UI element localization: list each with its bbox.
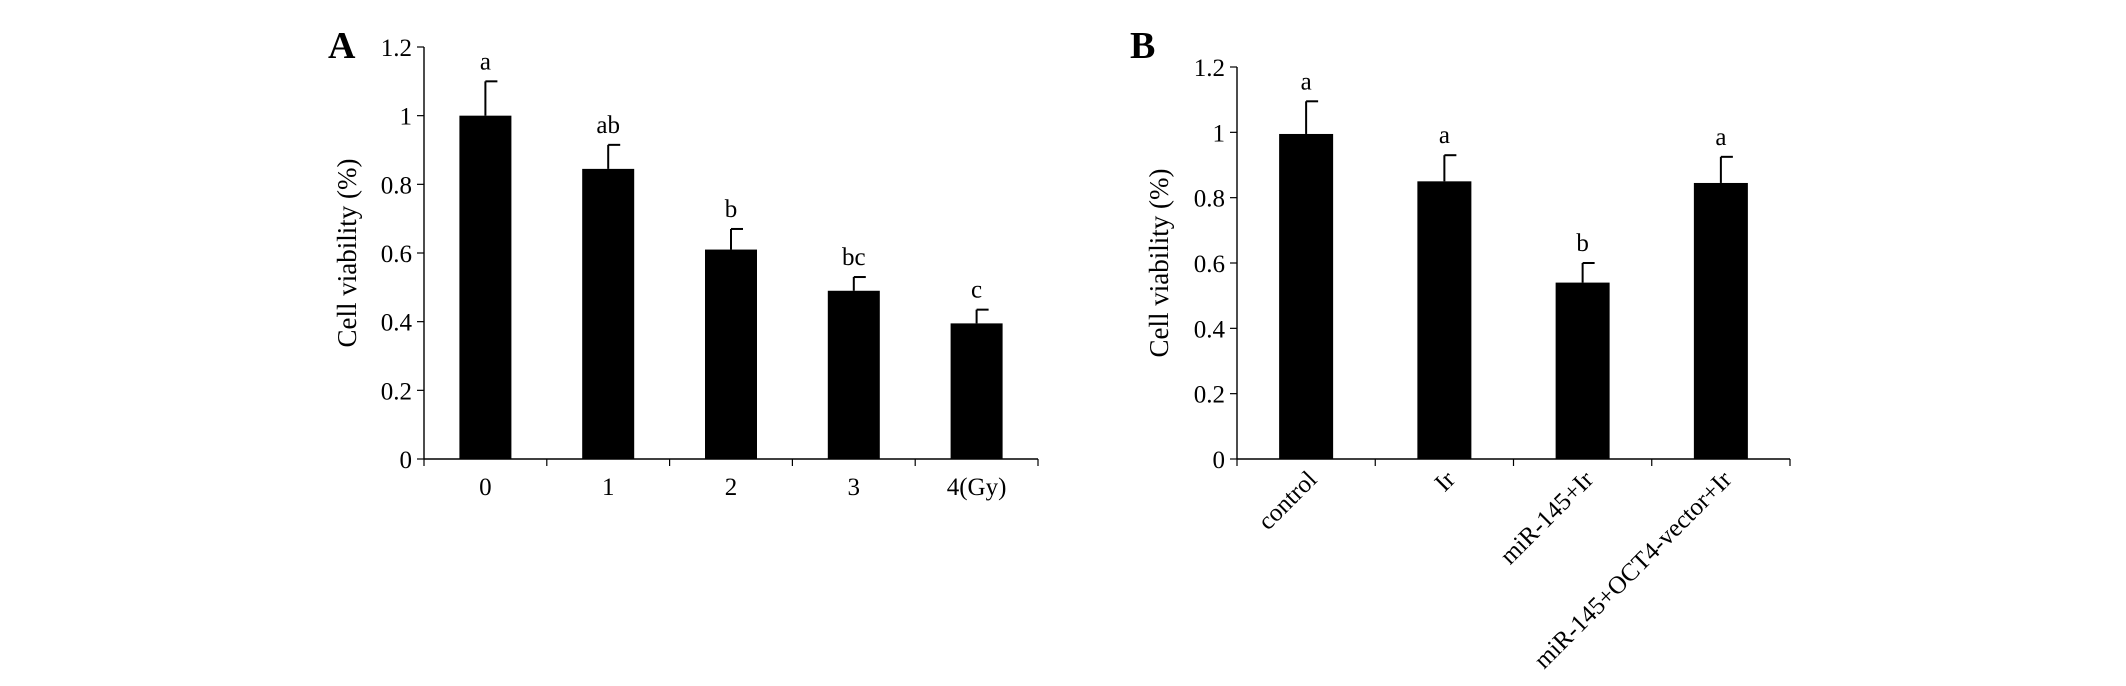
panel-b-y-tick-label: 0 <box>1213 447 1226 474</box>
panel-a-y-tick-label: 0.8 <box>381 172 412 199</box>
panel-a-chart: A Cell viability (%) 0 0.2 0.4 0.6 0.8 1 1.2 a 0 ab… <box>328 25 1039 501</box>
panel-a-significance-label: c <box>971 277 982 304</box>
panel-a-y-tick-label: 0.2 <box>381 378 412 405</box>
panel-b-x-tick-label: Ir <box>1430 466 1461 497</box>
panel-b-significance-label: a <box>1439 122 1450 149</box>
panel-b-y-tick-label: 0.8 <box>1194 186 1225 213</box>
panel-a-bar <box>582 168 635 459</box>
panel-b-letter: B <box>1130 25 1155 67</box>
panel-b-x-tick-label: miR-145+Ir <box>1495 466 1599 570</box>
panel-a-y-axis-label: Cell viability (%) <box>332 159 362 348</box>
panel-a-significance-label: ab <box>596 112 620 139</box>
panel-a-x-tick-label: 0 <box>479 474 492 501</box>
panel-b-x-tick-label: control <box>1253 466 1322 535</box>
panel-b-significance-label: b <box>1576 230 1589 257</box>
panel-b-y-tick-label: 0.2 <box>1194 382 1225 409</box>
panel-b-bar <box>1555 282 1610 459</box>
panel-a-bar <box>705 249 757 459</box>
panel-a-y-tick-label: 0.4 <box>381 310 413 337</box>
panel-a-x-tick-label: 4(Gy) <box>947 474 1007 501</box>
panel-b-chart: B Cell viability (%) 0 0.2 0.4 0.6 0.8 1 1.2 a con… <box>1130 25 1791 674</box>
panel-a-y-tick-label: 1.2 <box>381 35 412 62</box>
panel-a-significance-label: bc <box>842 244 866 271</box>
panel-a-x-tick-label: 3 <box>848 474 861 501</box>
panel-a-bar <box>459 115 512 460</box>
panel-b-y-tick-label: 1.2 <box>1194 55 1225 82</box>
panel-a-significance-label: b <box>725 196 738 223</box>
panel-a-x-tick-label: 2 <box>725 474 738 501</box>
panel-a-y-tick-label: 0 <box>400 447 413 474</box>
panel-b-significance-label: a <box>1301 68 1312 95</box>
panel-a-y-tick-label: 1 <box>400 104 413 131</box>
panel-b-y-axis-label: Cell viability (%) <box>1144 169 1174 358</box>
panel-b-y-tick-label: 0.6 <box>1194 251 1225 278</box>
panel-b-y-tick-label: 0.4 <box>1194 316 1226 343</box>
panel-a-x-tick-label: 1 <box>602 474 615 501</box>
panel-a-significance-label: a <box>480 48 491 75</box>
panel-b-bar <box>1279 133 1334 459</box>
panel-a-bar <box>950 323 1003 459</box>
panel-b-y-tick-label: 1 <box>1213 120 1226 147</box>
panel-a-y-tick-label: 0.6 <box>381 241 412 268</box>
panel-a-letter: A <box>328 25 356 67</box>
panel-b-significance-label: a <box>1715 124 1726 151</box>
panel-b-bar <box>1417 181 1472 460</box>
panel-a-bar <box>827 290 880 459</box>
panel-b-bar <box>1693 182 1748 459</box>
